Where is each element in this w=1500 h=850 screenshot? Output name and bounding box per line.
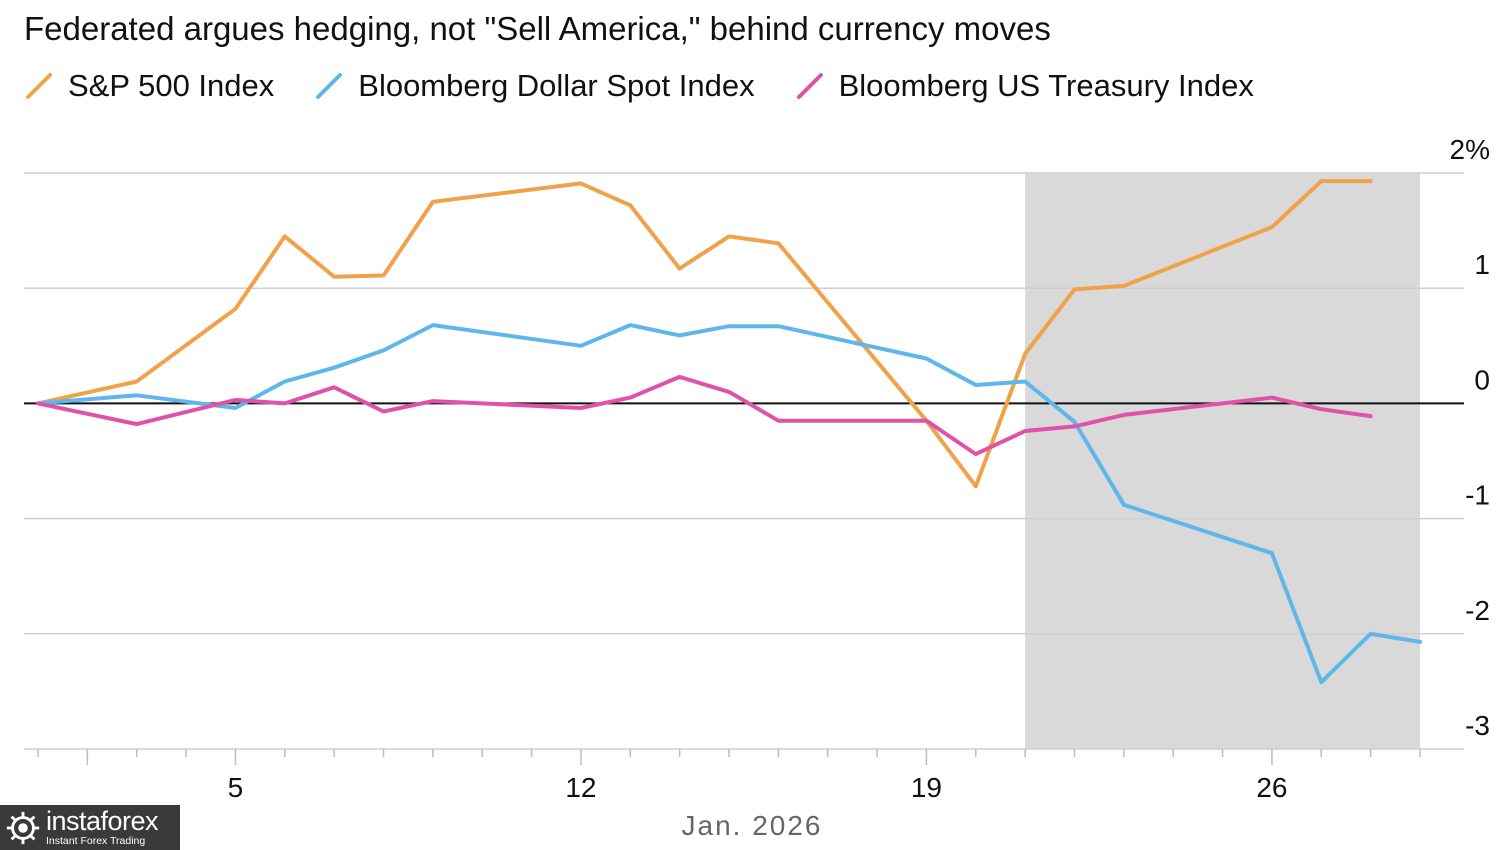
x-tick-label-3: 26	[1256, 772, 1287, 803]
y-tick-label-5: -3	[1465, 710, 1490, 741]
y-tick-label-2: 0	[1474, 364, 1490, 395]
legend-item-us-treasury[interactable]: Bloomberg US Treasury Index	[795, 68, 1254, 104]
y-tick-label-3: -1	[1465, 480, 1490, 511]
legend-label-sp500: S&P 500 Index	[68, 68, 275, 103]
shaded-region	[1025, 173, 1420, 749]
legend-item-dollar-spot[interactable]: Bloomberg Dollar Spot Index	[314, 68, 755, 104]
x-tick-label-2: 19	[911, 772, 942, 803]
legend-item-sp500[interactable]: S&P 500 Index	[24, 68, 274, 104]
legend-swatch-sp500-icon	[26, 73, 52, 99]
legend-swatch-dollar-spot-icon	[316, 73, 343, 99]
legend: S&P 500 Index Bloomberg Dollar Spot Inde…	[24, 68, 1294, 104]
x-tick-label-0: 5	[228, 772, 244, 803]
gear-globe-icon	[6, 811, 40, 844]
series-line-1	[36, 323, 1422, 685]
legend-label-us-treasury: Bloomberg US Treasury Index	[838, 68, 1254, 103]
legend-label-dollar-spot: Bloomberg Dollar Spot Index	[358, 68, 755, 103]
y-tick-label-0: 2%	[1450, 134, 1490, 165]
x-axis-label: Jan. 2026	[682, 810, 823, 841]
series-line-2	[36, 374, 1373, 457]
y-tick-label-4: -2	[1465, 595, 1490, 626]
watermark: instaforex Instant Forex Trading	[0, 805, 180, 850]
chart-title: Federated argues hedging, not "Sell Amer…	[24, 10, 1051, 47]
legend-swatch-us-treasury-icon	[796, 73, 823, 99]
y-tick-label-1: 1	[1474, 249, 1490, 280]
watermark-tagline: Instant Forex Trading	[46, 835, 146, 848]
x-tick-label-1: 12	[565, 772, 596, 803]
series-line-0	[36, 179, 1373, 489]
watermark-name: instaforex	[46, 806, 159, 837]
